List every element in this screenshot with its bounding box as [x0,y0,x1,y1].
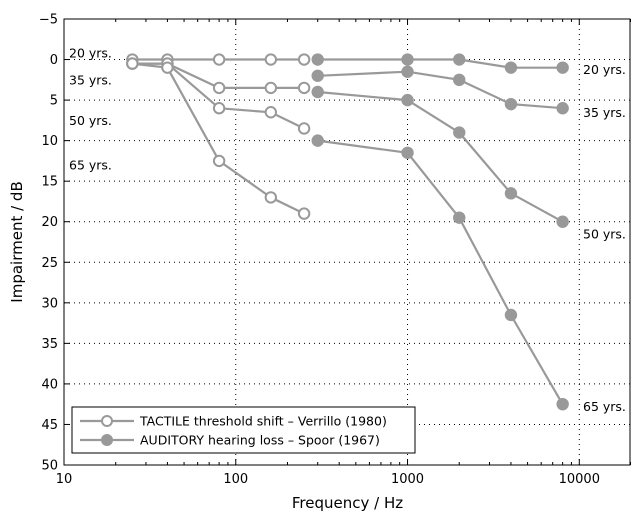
open-marker [297,53,311,66]
open-marker [264,106,278,119]
y-tick-label: 20 [41,215,58,230]
open-marker [161,61,174,74]
auditory-series-50-yrs [311,85,569,228]
legend: TACTILE threshold shift – Verrillo (1980… [71,406,416,454]
open-marker [264,191,278,204]
auditory-series-65-yrs [311,134,569,411]
x-tick-label: 10000 [559,472,600,487]
y-tick-label: 40 [41,377,58,392]
open-marker [297,122,311,135]
open-marker [212,53,226,66]
filled-marker [401,53,414,66]
series-line [317,90,564,223]
y-tick-label: 0 [50,53,58,68]
y-tick-label: 10 [41,134,58,149]
age-label-left: 50 yrs. [69,113,112,128]
series-line [317,70,563,110]
filled-marker [401,65,414,78]
open-marker [126,57,139,70]
filled-marker [453,126,466,139]
age-annotations: 20 yrs. 35 yrs. 50 yrs. 65 yrs. 20 yrs. 35 yr… [69,46,626,415]
tactile-series-65-yrs [126,57,311,220]
series-line [317,139,564,405]
filled-marker [311,85,324,99]
auditory-series-35-yrs [311,65,569,115]
y-tick-label: −5 [39,13,58,28]
series-layer [126,53,569,411]
x-tick-label: 1000 [391,472,424,487]
tactile-series-50-yrs [126,57,311,135]
x-axis-label: Frequency / Hz [292,494,403,512]
filled-marker [453,211,466,224]
filled-marker [504,97,518,111]
open-marker [212,154,226,168]
y-tick-label: 50 [41,459,58,474]
filled-marker [504,187,518,200]
y-tick-label: 25 [41,256,58,271]
x-tick-label: 100 [223,472,248,487]
plot-frame [63,18,631,466]
open-marker [297,81,311,95]
legend-box [71,406,416,454]
filled-marker [311,134,324,147]
filled-marker [453,53,466,66]
y-tick-label: 5 [50,94,58,109]
y-axis-label: Impairment / dB [8,181,26,302]
legend-open-marker [101,415,113,427]
filled-marker [556,397,569,411]
filled-marker [504,308,518,322]
series-line [132,62,305,130]
y-tick-label: 30 [41,296,58,311]
filled-marker [504,61,518,74]
filled-marker [556,61,569,74]
age-label-left: 20 yrs. [69,46,112,61]
filled-marker [311,69,324,82]
y-tick-label: 45 [41,418,58,433]
open-marker [297,207,311,220]
open-marker [264,81,278,95]
filled-marker [401,93,414,107]
auditory-series-20-yrs [311,53,569,74]
y-tick-label: 15 [41,175,58,190]
age-label-right: 20 yrs. [583,62,626,77]
grid-lines [64,19,631,465]
series-line [317,58,563,69]
legend-entry-label: AUDITORY hearing loss – Spoor (1967) [140,433,380,448]
filled-marker [401,146,414,160]
legend-entry-label: TACTILE threshold shift – Verrillo (1980… [139,414,387,429]
age-label-right: 65 yrs. [583,399,626,414]
open-marker [212,81,226,95]
x-tick-label: 10 [56,472,73,487]
open-marker [212,102,226,115]
filled-marker [556,102,569,115]
age-label-right: 35 yrs. [583,105,626,120]
legend-filled-marker [101,434,113,446]
age-label-left: 35 yrs. [69,72,112,87]
age-label-left: 65 yrs. [69,157,112,172]
filled-marker [311,53,324,66]
axis-ticks: 10 100 1000 10000 −5 0 5 10 15 20 25 30 35 40 45 50 [39,13,631,487]
filled-marker [556,215,569,228]
age-label-right: 50 yrs. [583,226,626,241]
filled-marker [453,73,466,87]
open-marker [264,53,278,66]
y-tick-label: 35 [41,337,58,352]
